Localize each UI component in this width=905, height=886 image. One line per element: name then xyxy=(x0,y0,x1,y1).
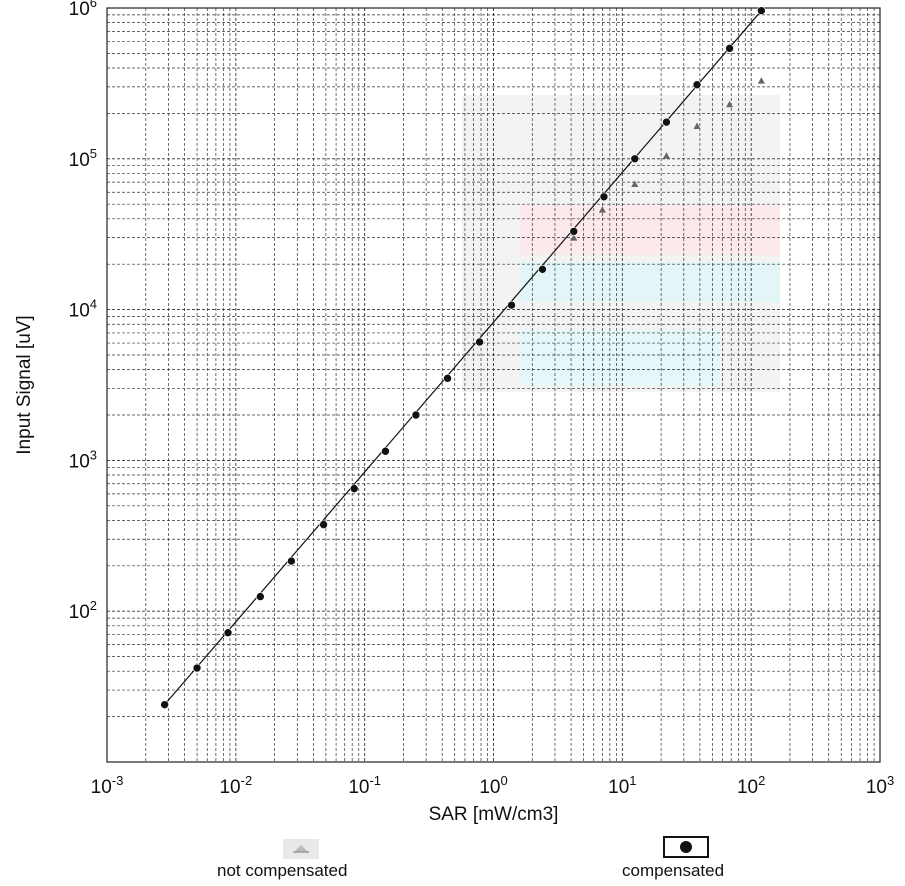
data-point-compensated xyxy=(287,556,296,566)
x-tick-label: 101 xyxy=(608,773,636,798)
data-point-compensated xyxy=(349,484,359,493)
data-point-compensated xyxy=(223,628,233,638)
y-tick-label: 104 xyxy=(69,297,97,322)
legend-swatch-not-compensated xyxy=(283,839,319,859)
data-point-compensated xyxy=(757,6,766,15)
y-tick-label: 103 xyxy=(69,447,97,472)
legend-label-not-compensated: not compensated xyxy=(217,861,348,880)
x-tick-label: 103 xyxy=(866,773,894,798)
data-point-compensated xyxy=(192,663,202,673)
data-point-compensated xyxy=(256,592,265,601)
data-point-not-compensated xyxy=(726,100,734,108)
series-layer xyxy=(160,6,766,709)
data-point-compensated xyxy=(725,44,734,53)
filled-circle-icon xyxy=(663,836,709,858)
legend-swatch-compensated xyxy=(663,836,709,858)
y-axis-label: Input Signal [uV] xyxy=(14,315,35,454)
data-point-compensated xyxy=(475,337,484,347)
data-point-compensated xyxy=(507,300,516,310)
x-tick-label: 10-2 xyxy=(219,773,252,798)
data-point-not-compensated xyxy=(757,77,765,84)
data-point-compensated xyxy=(662,117,671,127)
data-point-compensated xyxy=(319,520,328,529)
axis-ticks: 10-3 10-2 10-1 100 101 102 103 102 103 104 105 106 xyxy=(69,0,895,798)
data-point-compensated xyxy=(381,446,390,456)
data-point-compensated xyxy=(160,700,169,709)
data-point-not-compensated xyxy=(693,122,701,130)
x-tick-label: 10-1 xyxy=(348,773,381,798)
x-tick-label: 100 xyxy=(479,773,507,798)
data-point-not-compensated xyxy=(570,234,578,241)
data-point-not-compensated xyxy=(631,180,639,188)
data-point-compensated xyxy=(411,410,421,420)
overlay-band-cyan xyxy=(520,330,720,385)
faded-overlay-artifact xyxy=(462,95,780,392)
data-point-not-compensated xyxy=(662,152,670,159)
data-point-compensated xyxy=(569,227,579,236)
data-point-compensated xyxy=(443,374,452,383)
plot-frame xyxy=(106,7,881,763)
triangle-icon xyxy=(283,839,319,859)
fit-line xyxy=(164,10,762,706)
data-point-compensated xyxy=(538,265,547,274)
overlay-band-pink xyxy=(520,205,780,255)
x-tick-label: 102 xyxy=(737,773,765,798)
x-axis-label: SAR [mW/cm3] xyxy=(429,804,559,825)
y-tick-label: 102 xyxy=(69,598,97,623)
legend-label-compensated: compensated xyxy=(622,861,725,880)
grid xyxy=(106,8,880,763)
data-point-not-compensated xyxy=(598,206,606,213)
y-tick-label: 106 xyxy=(69,0,97,20)
data-point-compensated xyxy=(599,192,609,202)
overlay-band-cyan xyxy=(520,262,780,302)
data-point-compensated xyxy=(630,154,640,164)
data-point-compensated xyxy=(692,80,702,90)
y-tick-label: 105 xyxy=(69,146,97,171)
x-tick-label: 10-3 xyxy=(91,773,124,798)
